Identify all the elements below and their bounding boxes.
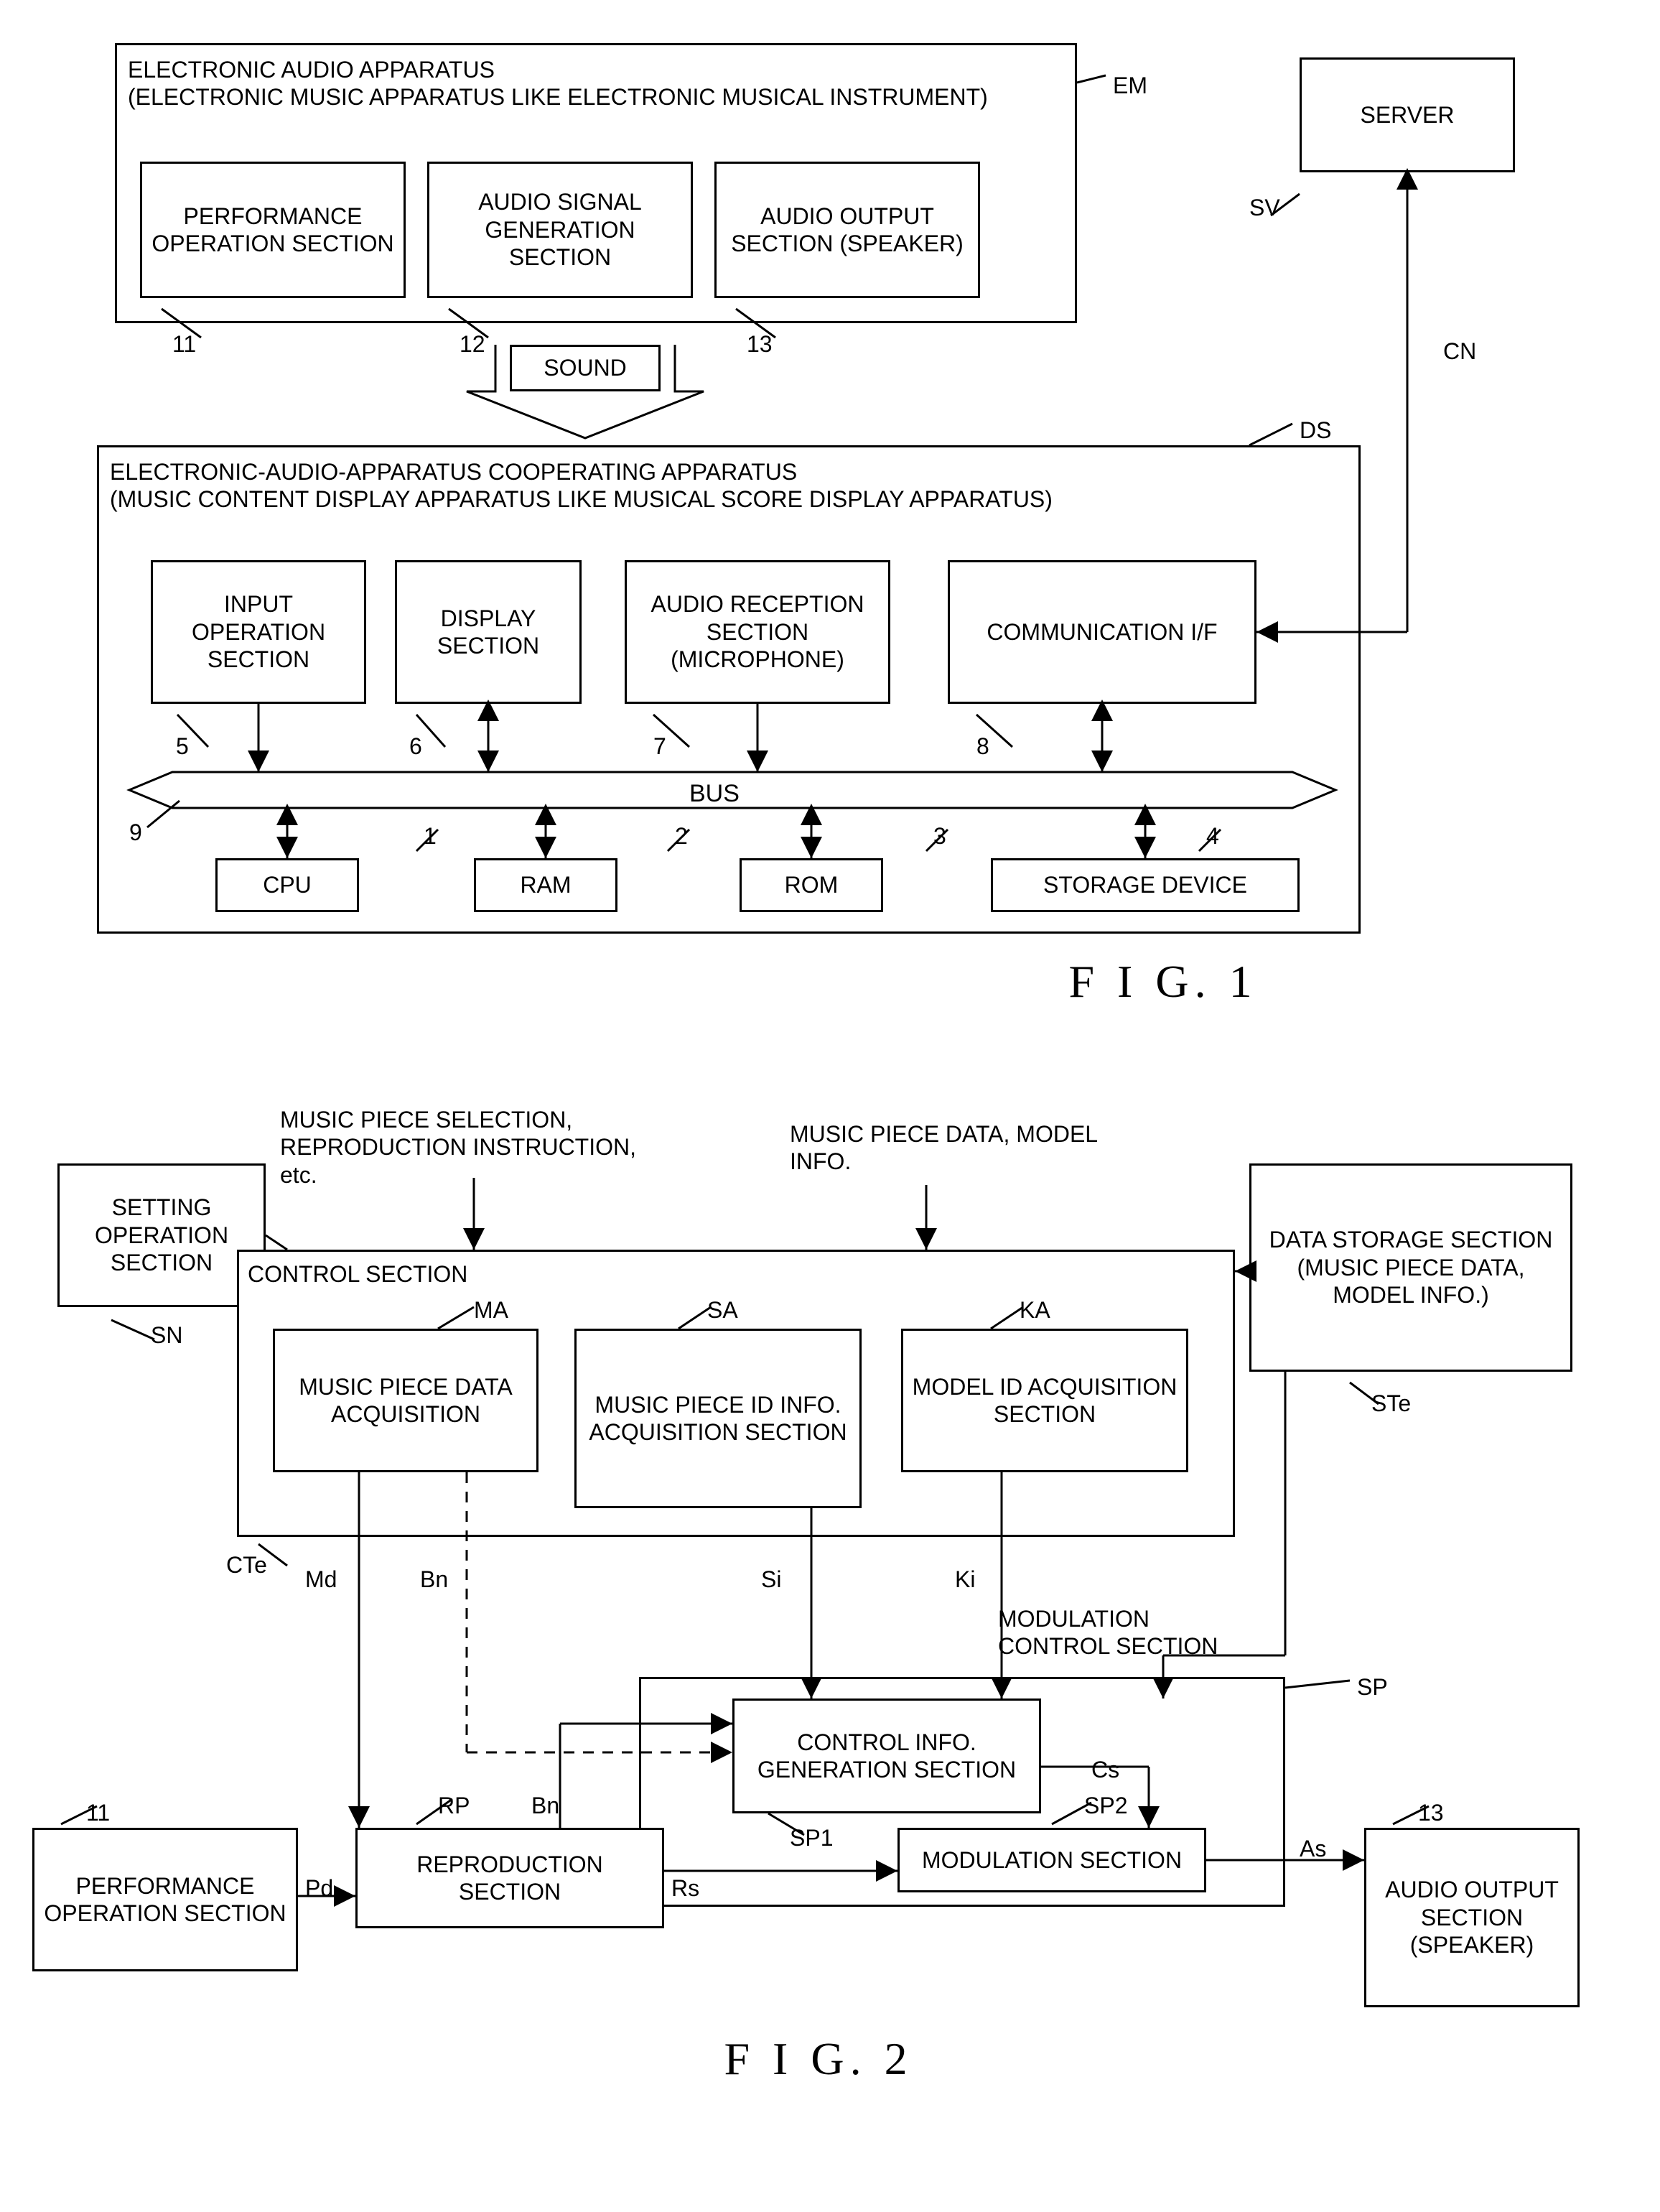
setting-box: SETTING OPERATION SECTION [57,1163,266,1307]
perf-op-text: PERFORMANCE OPERATION SECTION [148,203,398,258]
n8: 8 [976,733,989,760]
rp-label: RP [438,1792,470,1819]
n5: 5 [176,733,189,760]
ste-label: STe [1371,1390,1411,1417]
cte-label: CTe [226,1551,267,1579]
comm-if-text: COMMUNICATION I/F [987,618,1217,646]
rom-text: ROM [785,871,839,898]
n2: 2 [675,822,688,850]
audio-rec-box: AUDIO RECEPTION SECTION (MICROPHONE) [625,560,890,704]
input-op-text: INPUT OPERATION SECTION [159,590,358,673]
setting-text: SETTING OPERATION SECTION [65,1194,258,1276]
modulation-text: MODULATION SECTION [922,1846,1182,1874]
modulation-box: MODULATION SECTION [897,1828,1206,1892]
sa-label: SA [707,1296,738,1324]
control-title: CONTROL SECTION [248,1260,467,1288]
ram-text: RAM [520,871,571,898]
cpu-text: CPU [263,871,312,898]
bn2-label: Bn [531,1792,559,1819]
bus-label: BUS [689,779,740,809]
n13b: 13 [1418,1799,1444,1826]
audio-out-text: AUDIO OUTPUT SECTION (SPEAKER) [722,203,972,258]
perf-op-box: PERFORMANCE OPERATION SECTION [140,162,406,298]
audio-gen-box: AUDIO SIGNAL GENERATION SECTION [427,162,693,298]
sn-label: SN [151,1321,182,1349]
audio-out-box: AUDIO OUTPUT SECTION (SPEAKER) [714,162,980,298]
n3: 3 [933,822,946,850]
em-label: EM [1113,72,1147,99]
audio-gen-text: AUDIO SIGNAL GENERATION SECTION [435,188,685,271]
rs-label: Rs [671,1874,699,1902]
n13: 13 [747,330,773,358]
comm-if-box: COMMUNICATION I/F [948,560,1256,704]
display-text: DISPLAY SECTION [403,605,574,660]
music-sel-label: MUSIC PIECE SELECTION, REPRODUCTION INST… [280,1106,668,1189]
ctrl-info-text: CONTROL INFO. GENERATION SECTION [740,1729,1033,1784]
fig2-title: F I G. 2 [531,2032,1106,2086]
em-title: ELECTRONIC AUDIO APPARATUS (ELECTRONIC M… [128,56,988,111]
mod-ctrl-label: MODULATION CONTROL SECTION [998,1605,1256,1660]
sp1-label: SP1 [790,1824,833,1851]
figure-1: ELECTRONIC AUDIO APPARATUS (ELECTRONIC M… [29,29,1631,1063]
sp-label: SP [1357,1673,1388,1701]
storage-box: STORAGE DEVICE [991,858,1300,912]
n12: 12 [460,330,485,358]
n11: 11 [172,330,196,358]
audio-out2-box: AUDIO OUTPUT SECTION (SPEAKER) [1364,1828,1580,2007]
n7: 7 [653,733,666,760]
si-label: Si [761,1566,781,1593]
perf-op2-box: PERFORMANCE OPERATION SECTION [32,1828,298,1971]
n11b: 11 [86,1799,110,1826]
fig1-title: F I G. 1 [912,955,1414,1008]
cs-label: Cs [1091,1756,1119,1783]
audio-out2-text: AUDIO OUTPUT SECTION (SPEAKER) [1372,1876,1572,1958]
n1: 1 [424,822,437,850]
ds-label: DS [1300,417,1331,444]
music-id-acq-text: MUSIC PIECE ID INFO. ACQUISITION SECTION [582,1391,854,1446]
music-id-acq-box: MUSIC PIECE ID INFO. ACQUISITION SECTION [574,1329,862,1508]
ma-label: MA [474,1296,508,1324]
sound-text: SOUND [544,354,627,381]
repro-box: REPRODUCTION SECTION [355,1828,664,1928]
data-storage-box: DATA STORAGE SECTION (MUSIC PIECE DATA, … [1249,1163,1572,1372]
ram-box: RAM [474,858,617,912]
music-acq-text: MUSIC PIECE DATA ACQUISITION [281,1373,531,1428]
cn-label: CN [1443,338,1476,365]
ds-title: ELECTRONIC-AUDIO-APPARATUS COOPERATING A… [110,458,1053,514]
n4: 4 [1206,822,1219,850]
model-id-acq-text: MODEL ID ACQUISITION SECTION [909,1373,1180,1428]
audio-rec-text: AUDIO RECEPTION SECTION (MICROPHONE) [633,590,882,673]
cpu-box: CPU [215,858,359,912]
md-label: Md [305,1566,337,1593]
n9: 9 [129,819,142,846]
music-data-label: MUSIC PIECE DATA, MODEL INFO. [790,1120,1149,1176]
data-storage-text: DATA STORAGE SECTION (MUSIC PIECE DATA, … [1257,1226,1565,1309]
as-label: As [1300,1835,1326,1862]
n6: 6 [409,733,422,760]
sv-label: SV [1249,194,1280,221]
perf-op2-text: PERFORMANCE OPERATION SECTION [40,1872,290,1928]
ka-label: KA [1020,1296,1050,1324]
ki-label: Ki [955,1566,975,1593]
server-box: SERVER [1300,57,1515,172]
storage-text: STORAGE DEVICE [1043,871,1247,898]
input-op-box: INPUT OPERATION SECTION [151,560,366,704]
server-text: SERVER [1360,101,1454,129]
music-acq-box: MUSIC PIECE DATA ACQUISITION [273,1329,538,1472]
display-box: DISPLAY SECTION [395,560,582,704]
ctrl-info-box: CONTROL INFO. GENERATION SECTION [732,1698,1041,1813]
sound-box: SOUND [510,345,661,391]
rom-box: ROM [740,858,883,912]
figure-2: MUSIC PIECE SELECTION, REPRODUCTION INST… [29,1106,1631,2140]
pd-label: Pd [305,1874,333,1902]
repro-text: REPRODUCTION SECTION [363,1851,656,1906]
sp2-label: SP2 [1084,1792,1127,1819]
model-id-acq-box: MODEL ID ACQUISITION SECTION [901,1329,1188,1472]
bn1-label: Bn [420,1566,448,1593]
